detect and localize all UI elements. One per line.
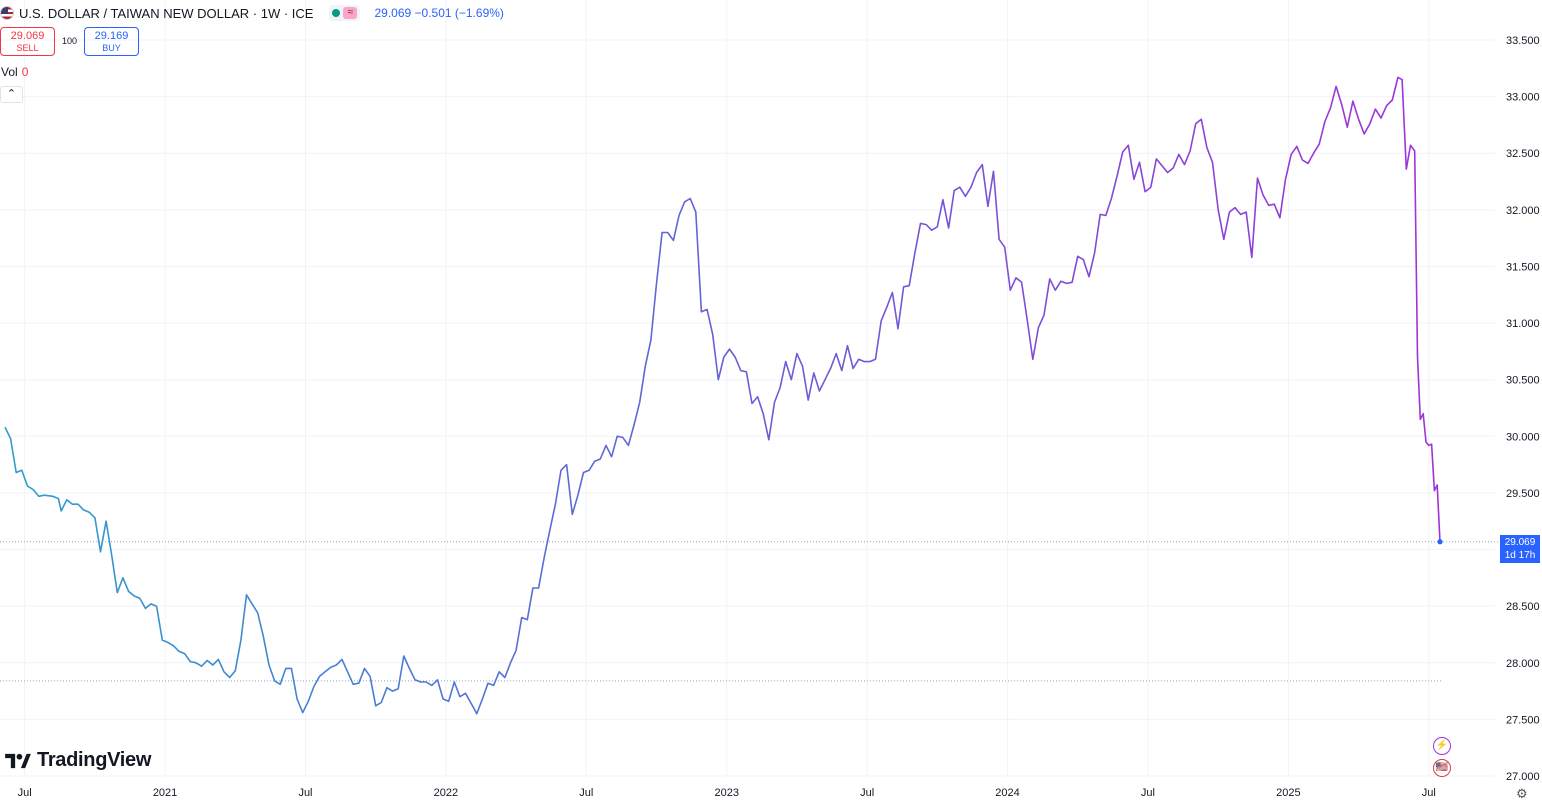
y-tick-label: 28.000 xyxy=(1506,658,1540,670)
chart-legend[interactable]: U.S. DOLLAR / TAIWAN NEW DOLLAR · 1W · I… xyxy=(0,3,504,23)
market-open-dot-icon xyxy=(332,9,341,17)
y-tick-label: 30.500 xyxy=(1506,375,1540,387)
y-tick-label: 27.500 xyxy=(1506,714,1540,726)
y-tick-label: 29.500 xyxy=(1506,488,1540,500)
series-group xyxy=(4,76,1443,715)
sell-button[interactable]: 29.069 SELL xyxy=(0,27,55,56)
y-tick-label: 30.000 xyxy=(1506,431,1540,443)
x-axis-ticks: Jul 2021 Jul 2022 Jul 2023 Jul 2024 Jul 2025 Jul xyxy=(18,787,1436,799)
us-economic-event-icon[interactable]: 🇺🇸 xyxy=(1433,759,1451,777)
price-series-line xyxy=(4,76,1441,715)
us-flag-icon xyxy=(0,6,14,20)
y-axis-ticks: 33.500 33.000 32.500 32.000 31.500 31.000 30.5… xyxy=(1506,35,1540,783)
x-tick-label: Jul xyxy=(298,787,312,799)
y-tick-label: 27.000 xyxy=(1506,771,1540,783)
y-tick-label: 31.000 xyxy=(1506,318,1540,330)
x-tick-label: 2023 xyxy=(714,787,738,799)
brand-name: TradingView xyxy=(37,749,152,771)
reference-lines xyxy=(0,541,1500,682)
approx-icon: ≈ xyxy=(343,7,358,19)
collapse-legend-button[interactable]: ⌃ xyxy=(0,86,23,103)
x-tick-label: Jul xyxy=(1422,787,1436,799)
x-tick-label: Jul xyxy=(579,787,593,799)
symbol-title[interactable]: U.S. DOLLAR / TAIWAN NEW DOLLAR · 1W · I… xyxy=(19,5,314,21)
spread-value: 100 xyxy=(62,36,78,46)
y-tick-label: 32.000 xyxy=(1506,205,1540,217)
tradingview-logo[interactable]: TradingView xyxy=(4,749,151,772)
tradingview-mark-icon xyxy=(5,753,31,768)
x-tick-label: Jul xyxy=(1141,787,1155,799)
sell-label: SELL xyxy=(16,43,39,53)
x-tick-label: 2024 xyxy=(995,787,1019,799)
bar-countdown: 1d 17h xyxy=(1504,550,1536,561)
settings-gear-icon[interactable]: ⚙ xyxy=(1516,786,1528,801)
x-tick-label: Jul xyxy=(860,787,874,799)
y-tick-label: 28.500 xyxy=(1506,601,1540,613)
last-price-tag: 29.069 1d 17h xyxy=(1500,535,1540,563)
x-tick-label: 2022 xyxy=(434,787,458,799)
volume-label: Vol xyxy=(1,65,18,79)
y-tick-label: 33.000 xyxy=(1506,92,1540,104)
lightning-icon[interactable]: ⚡ xyxy=(1433,737,1451,755)
last-point-marker xyxy=(1437,539,1443,545)
y-tick-label: 31.500 xyxy=(1506,261,1540,273)
buy-price: 29.169 xyxy=(94,30,129,42)
y-tick-label: 33.500 xyxy=(1506,35,1540,47)
last-price: 29.069 xyxy=(1504,537,1536,548)
volume-legend[interactable]: Vol 0 xyxy=(1,65,28,79)
buy-button[interactable]: 29.169 BUY xyxy=(84,27,139,56)
y-tick-label: 32.500 xyxy=(1506,148,1540,160)
volume-value: 0 xyxy=(21,65,29,79)
sell-price: 29.069 xyxy=(10,30,45,42)
x-tick-label: Jul xyxy=(18,787,32,799)
buy-label: BUY xyxy=(102,43,121,53)
x-tick-label: 2021 xyxy=(153,787,177,799)
market-status[interactable]: ≈ xyxy=(329,5,361,21)
quote-change: 29.069 −0.501 (−1.69%) xyxy=(374,6,504,20)
x-tick-label: 2025 xyxy=(1276,787,1300,799)
grid-lines xyxy=(0,0,1495,778)
